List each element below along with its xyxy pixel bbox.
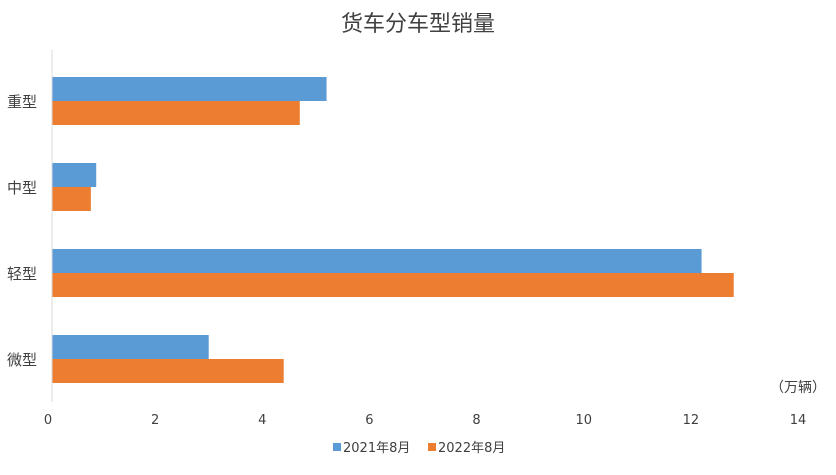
- bar-中型-2021年8月: [52, 163, 97, 187]
- legend-label: 2021年8月: [343, 441, 410, 456]
- x-tick-label: 12: [683, 413, 700, 428]
- bar-轻型-2021年8月: [52, 249, 702, 273]
- bar-轻型-2022年8月: [52, 273, 734, 297]
- legend-swatch: [428, 443, 436, 451]
- bar-微型-2021年8月: [52, 335, 209, 359]
- x-tick-label: 14: [790, 413, 807, 428]
- legend-swatch: [333, 443, 341, 451]
- legend-label: 2022年8月: [438, 441, 505, 456]
- x-tick-label: 0: [44, 413, 52, 428]
- category-label: 重型: [7, 93, 37, 111]
- bar-重型-2021年8月: [52, 77, 327, 101]
- bar-中型-2022年8月: [52, 187, 91, 211]
- x-tick-label: 10: [575, 413, 592, 428]
- x-tick-label: 4: [258, 413, 266, 428]
- bar-微型-2022年8月: [52, 359, 284, 383]
- legend: 2021年8月 2022年8月: [333, 441, 505, 456]
- x-tick-label: 2: [151, 413, 159, 428]
- x-axis-tick-labels: 0 2 4 6 8 10 12 14: [44, 413, 806, 428]
- category-label: 中型: [7, 179, 37, 197]
- x-tick-label: 6: [365, 413, 373, 428]
- bar-group: [52, 77, 734, 383]
- x-tick-label: 8: [472, 413, 480, 428]
- bar-重型-2022年8月: [52, 101, 300, 125]
- chart-title: 货车分车型销量: [341, 12, 495, 37]
- category-label: 微型: [7, 351, 37, 369]
- category-label: 轻型: [7, 265, 37, 283]
- unit-label: （万辆）: [770, 380, 826, 396]
